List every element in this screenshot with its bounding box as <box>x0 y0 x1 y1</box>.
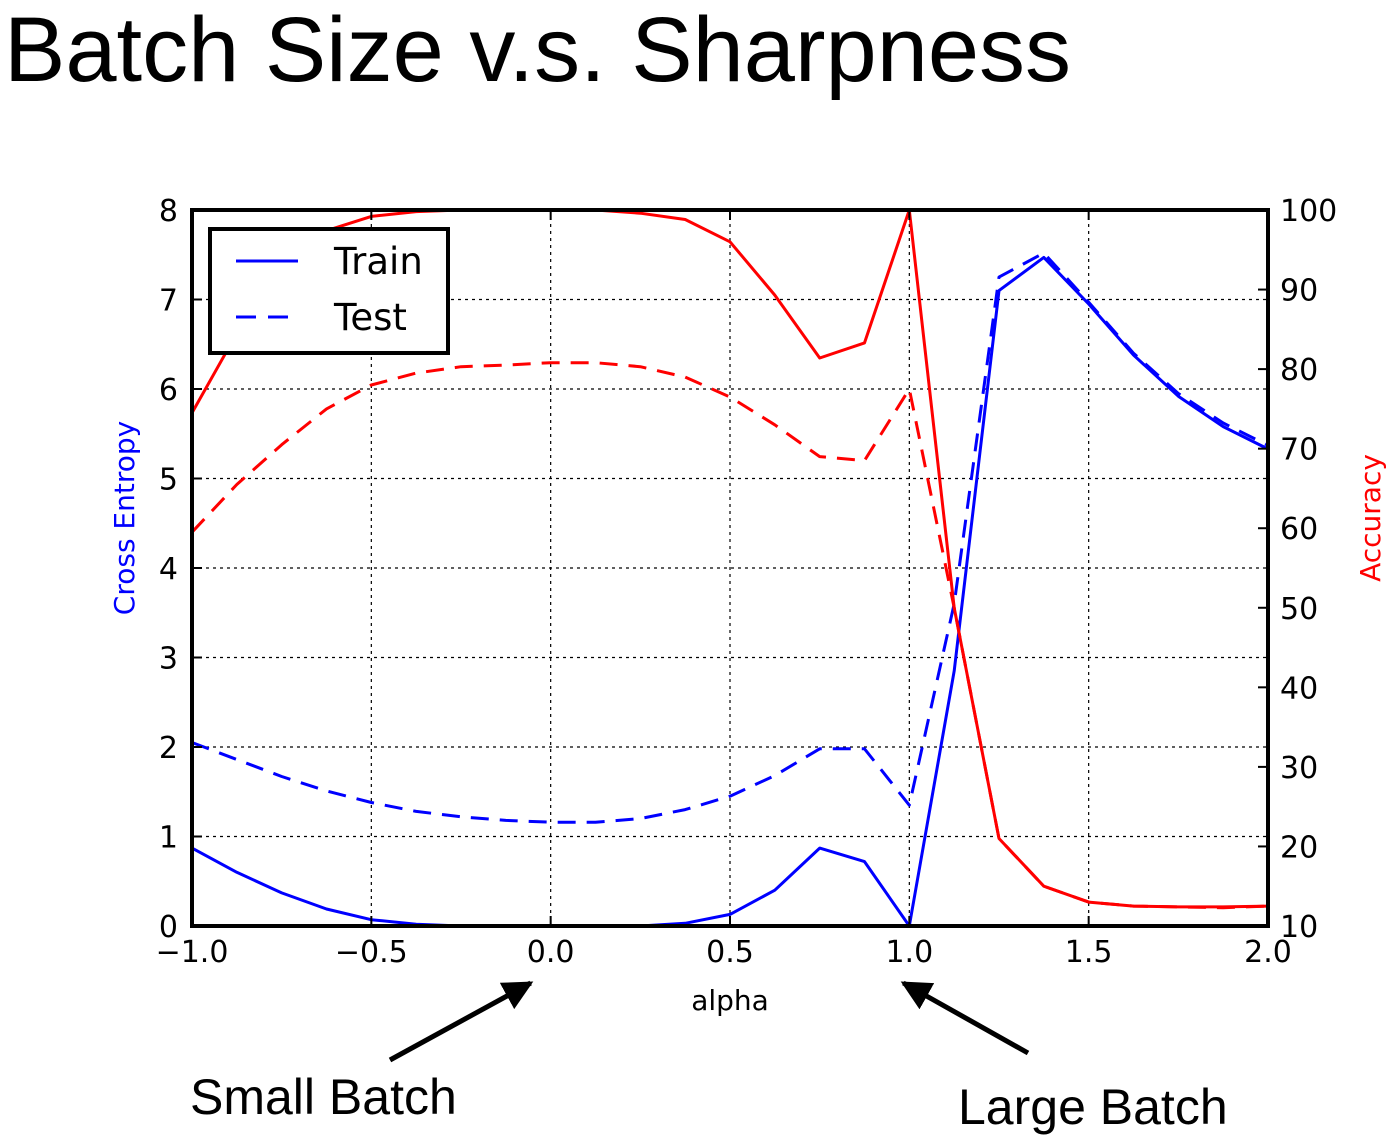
y-right-tick-label: 100 <box>1280 194 1337 229</box>
y-right-tick-label: 20 <box>1280 830 1318 865</box>
large-batch-arrow <box>900 980 1030 1056</box>
y-left-tick-label: 8 <box>159 194 178 229</box>
y-right-tick-label: 60 <box>1280 512 1318 547</box>
y-right-tick-label: 90 <box>1280 274 1318 309</box>
y-left-tick-label: 1 <box>159 821 178 856</box>
legend-box <box>208 227 450 355</box>
legend-label-train: Train <box>333 240 423 283</box>
y-left-tick-label: 3 <box>159 642 178 677</box>
series-line-cross-entropy-test <box>191 251 1269 824</box>
y-right-tick-label: 70 <box>1280 433 1318 468</box>
x-axis-label: alpha <box>691 984 769 1017</box>
large-batch-annotation: Large Batch <box>958 1079 1228 1135</box>
y-axis-left-label: Cross Entropy <box>108 421 141 615</box>
y-right-tick-label: 30 <box>1280 751 1318 786</box>
grid-lines <box>192 210 1268 926</box>
legend-label-test: Test <box>333 296 407 339</box>
y-left-tick-label: 7 <box>159 284 178 319</box>
y-left-tick-label: 6 <box>159 373 178 408</box>
x-tick-label: 2.0 <box>1244 935 1292 970</box>
series-line-accuracy-test <box>190 361 1269 910</box>
small-batch-arrow <box>388 980 534 1063</box>
y-left-tick-label: 5 <box>159 463 178 498</box>
x-tick-label: 1.0 <box>885 935 933 970</box>
y-left-tick-label: 0 <box>159 910 178 945</box>
x-tick-label: 0.5 <box>706 935 754 970</box>
y-axis-right-label: Accuracy <box>1354 454 1387 582</box>
slide-title: Batch Size v.s. Sharpness <box>4 0 1072 101</box>
y-right-tick-label: 40 <box>1280 671 1318 706</box>
legend: Train Test <box>208 227 450 355</box>
x-tick-label: −0.5 <box>335 935 408 970</box>
tick-labels: −1.0 −0.5 0.0 0.5 1.0 1.5 2.0 0 1 2 3 4 5 6 7 8 10 20 30 40… <box>156 194 1338 970</box>
y-right-tick-label: 80 <box>1280 353 1318 388</box>
y-right-tick-label: 10 <box>1280 910 1318 945</box>
x-tick-label: 1.5 <box>1065 935 1113 970</box>
small-batch-annotation: Small Batch <box>190 1069 457 1125</box>
y-left-tick-label: 4 <box>159 552 178 587</box>
y-right-tick-label: 50 <box>1280 592 1318 627</box>
x-tick-label: 0.0 <box>527 935 575 970</box>
x-tick-label: −1.0 <box>156 935 229 970</box>
tick-marks <box>191 209 1269 927</box>
y-left-tick-label: 2 <box>159 731 178 766</box>
